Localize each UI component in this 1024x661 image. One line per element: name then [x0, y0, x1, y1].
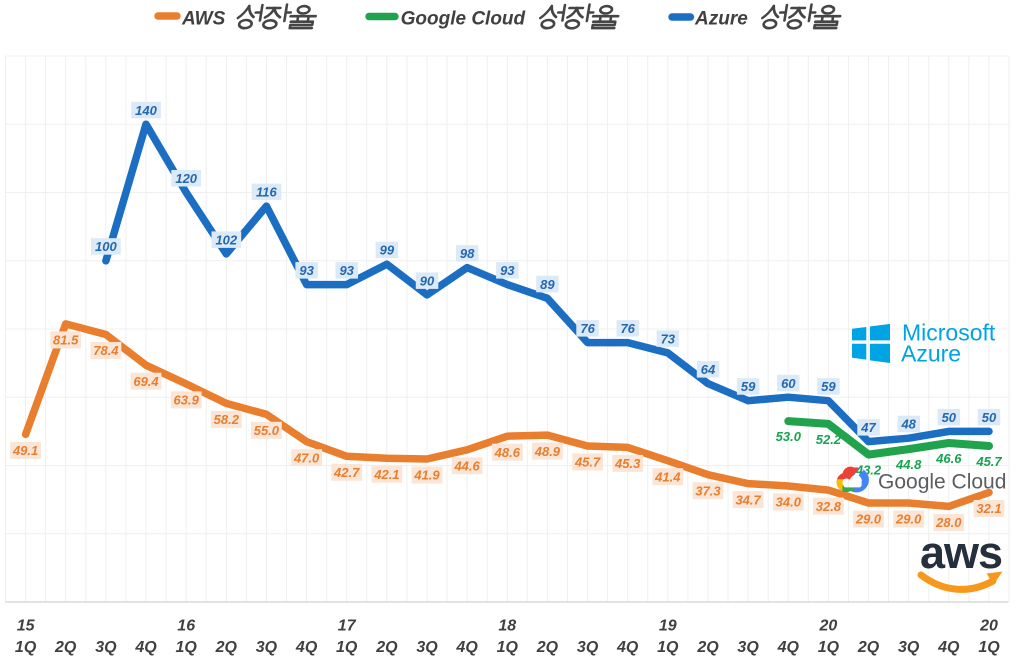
svg-text:29.0: 29.0	[855, 512, 882, 527]
svg-text:55.0: 55.0	[254, 423, 280, 438]
svg-text:102: 102	[215, 232, 237, 247]
svg-text:15: 15	[17, 618, 36, 635]
svg-text:37.3: 37.3	[695, 483, 721, 498]
svg-text:2Q: 2Q	[696, 639, 719, 656]
svg-text:42.1: 42.1	[373, 467, 399, 482]
svg-text:1Q: 1Q	[818, 639, 840, 656]
svg-text:4Q: 4Q	[937, 639, 960, 656]
svg-text:2Q: 2Q	[54, 639, 77, 656]
svg-text:93: 93	[339, 263, 354, 278]
svg-text:63.9: 63.9	[174, 393, 200, 408]
svg-text:89: 89	[540, 277, 555, 292]
svg-text:140: 140	[135, 103, 157, 118]
svg-text:17: 17	[338, 618, 357, 635]
svg-text:4Q: 4Q	[134, 639, 157, 656]
svg-text:58.2: 58.2	[214, 412, 240, 427]
svg-text:100: 100	[95, 239, 117, 254]
svg-text:3Q: 3Q	[416, 639, 438, 656]
svg-text:45.7: 45.7	[975, 454, 1002, 469]
svg-text:44.8: 44.8	[895, 457, 922, 472]
svg-text:3Q: 3Q	[737, 639, 759, 656]
svg-text:1Q: 1Q	[497, 639, 519, 656]
svg-text:48: 48	[900, 417, 916, 432]
svg-text:1Q: 1Q	[657, 639, 679, 656]
svg-text:64: 64	[701, 362, 716, 377]
svg-text:4Q: 4Q	[777, 639, 800, 656]
svg-text:50: 50	[942, 410, 957, 425]
svg-text:32.1: 32.1	[976, 501, 1001, 516]
svg-text:Google Cloud: Google Cloud	[401, 8, 526, 29]
svg-text:Azure: Azure	[901, 341, 961, 367]
svg-text:76: 76	[580, 321, 595, 336]
svg-text:52.2: 52.2	[816, 432, 842, 447]
svg-text:42.7: 42.7	[333, 465, 360, 480]
svg-text:93: 93	[500, 263, 515, 278]
svg-text:34.7: 34.7	[735, 492, 761, 507]
svg-text:Azure: Azure	[694, 8, 748, 29]
svg-text:32.8: 32.8	[816, 499, 842, 514]
svg-text:69.4: 69.4	[133, 374, 159, 389]
svg-text:2Q: 2Q	[375, 639, 398, 656]
svg-text:120: 120	[175, 171, 197, 186]
svg-text:18: 18	[498, 618, 516, 635]
svg-text:41.4: 41.4	[654, 469, 681, 484]
svg-text:59: 59	[821, 379, 836, 394]
svg-text:2Q: 2Q	[536, 639, 559, 656]
svg-text:93: 93	[299, 263, 314, 278]
svg-text:Google Cloud: Google Cloud	[878, 471, 1006, 494]
svg-text:48.6: 48.6	[494, 445, 521, 460]
svg-text:73: 73	[661, 331, 676, 346]
svg-text:29.0: 29.0	[895, 512, 922, 527]
svg-text:76: 76	[620, 321, 635, 336]
svg-text:99: 99	[380, 243, 395, 258]
svg-text:1Q: 1Q	[336, 639, 358, 656]
svg-text:48.9: 48.9	[534, 444, 561, 459]
svg-text:1Q: 1Q	[978, 639, 1000, 656]
svg-text:59: 59	[741, 379, 756, 394]
svg-text:aws: aws	[920, 527, 1002, 578]
svg-text:28.0: 28.0	[935, 515, 962, 530]
svg-text:2Q: 2Q	[215, 639, 238, 656]
svg-text:4Q: 4Q	[295, 639, 318, 656]
svg-text:50: 50	[982, 410, 997, 425]
svg-text:16: 16	[177, 618, 195, 635]
svg-text:3Q: 3Q	[95, 639, 117, 656]
svg-text:47: 47	[860, 420, 876, 435]
svg-text:116: 116	[256, 185, 277, 200]
svg-text:4Q: 4Q	[455, 639, 478, 656]
svg-text:44.6: 44.6	[453, 459, 480, 474]
svg-text:98: 98	[460, 246, 475, 261]
svg-text:AWS: AWS	[181, 8, 226, 29]
svg-text:78.4: 78.4	[93, 343, 119, 358]
svg-text:41.9: 41.9	[413, 468, 440, 483]
svg-text:45.7: 45.7	[574, 455, 601, 470]
svg-text:49.1: 49.1	[12, 443, 38, 458]
svg-text:20: 20	[819, 618, 838, 635]
svg-text:2Q: 2Q	[857, 639, 880, 656]
svg-text:3Q: 3Q	[256, 639, 278, 656]
svg-text:47.0: 47.0	[293, 450, 320, 465]
svg-text:90: 90	[420, 273, 435, 288]
svg-text:1Q: 1Q	[176, 639, 198, 656]
svg-text:19: 19	[659, 618, 677, 635]
svg-text:45.3: 45.3	[614, 456, 641, 471]
svg-text:3Q: 3Q	[898, 639, 920, 656]
svg-text:Microsoft: Microsoft	[902, 320, 996, 346]
svg-text:81.5: 81.5	[53, 333, 79, 348]
svg-text:1Q: 1Q	[15, 639, 37, 656]
svg-text:4Q: 4Q	[616, 639, 639, 656]
svg-text:60: 60	[781, 376, 796, 391]
svg-text:34.0: 34.0	[776, 495, 802, 510]
svg-text:46.6: 46.6	[935, 451, 962, 466]
svg-text:20: 20	[979, 618, 998, 635]
svg-text:3Q: 3Q	[577, 639, 599, 656]
svg-text:53.0: 53.0	[776, 429, 802, 444]
